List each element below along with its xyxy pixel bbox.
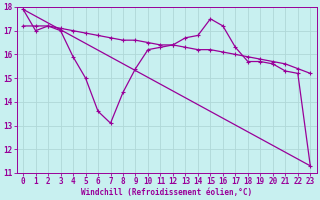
X-axis label: Windchill (Refroidissement éolien,°C): Windchill (Refroidissement éolien,°C) bbox=[81, 188, 252, 197]
